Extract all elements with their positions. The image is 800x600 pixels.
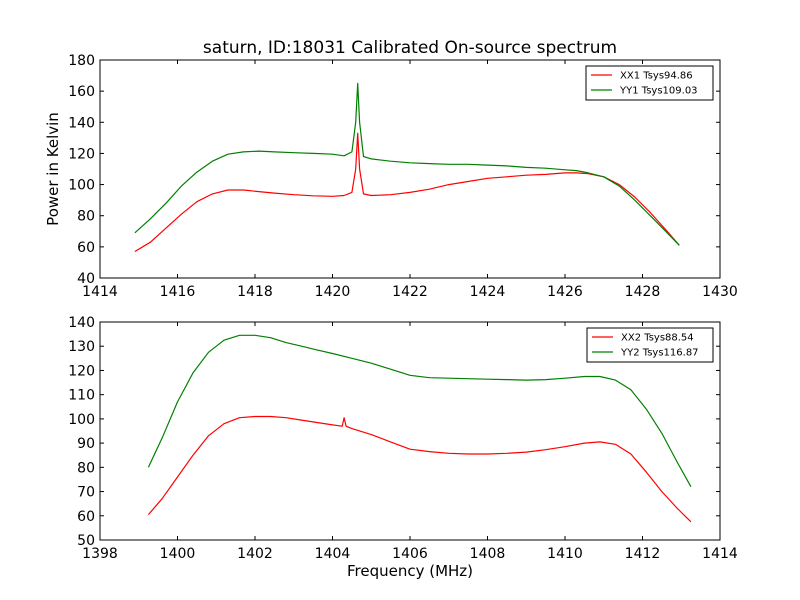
x-tick-label: 1414 [702, 546, 738, 562]
y-tick-label: 100 [68, 412, 95, 428]
y-tick-label: 140 [68, 115, 95, 131]
y-tick-label: 110 [68, 388, 95, 404]
y-tick-label: 140 [68, 315, 95, 331]
y-tick-label: 130 [68, 339, 95, 355]
y-tick-label: 120 [68, 363, 95, 379]
y-tick-label: 120 [68, 146, 95, 162]
chart-title: saturn, ID:18031 Calibrated On-source sp… [203, 38, 617, 58]
legend-label: XX1 Tsys94.86 [620, 71, 693, 82]
x-tick-label: 1398 [82, 546, 118, 562]
x-tick-label: 1414 [82, 284, 118, 300]
x-tick-label: 1400 [160, 546, 196, 562]
series-line-xx2 [147, 415, 692, 523]
y-tick-label: 60 [77, 240, 95, 256]
y-tick-label: 70 [77, 485, 95, 501]
legend-box [585, 65, 714, 101]
x-tick-label: 1420 [315, 284, 351, 300]
y-tick-label: 160 [68, 84, 95, 100]
x-tick-label: 1422 [392, 284, 428, 300]
legend: XX1 Tsys94.86 YY1 Tsys109.03 [585, 65, 714, 101]
legend-label: YY1 Tsys109.03 [619, 86, 698, 97]
x-tick-label: 1404 [315, 546, 351, 562]
x-tick-label: 1412 [625, 546, 661, 562]
x-tick-label: 1408 [470, 546, 506, 562]
x-tick-label: 1430 [702, 284, 738, 300]
y-axis-label: Power in Kelvin [44, 112, 62, 226]
legend-label: XX2 Tsys88.54 [621, 333, 694, 344]
x-tick-label: 1402 [237, 546, 273, 562]
y-tick-label: 90 [77, 436, 95, 452]
series-line-yy1 [134, 82, 680, 246]
series-line-yy2 [147, 334, 692, 487]
x-tick-label: 1426 [547, 284, 583, 300]
legend-box [586, 327, 714, 363]
x-tick-label: 1416 [160, 284, 196, 300]
x-tick-label: 1410 [547, 546, 583, 562]
legend-label: YY2 Tsys116.87 [620, 348, 699, 359]
series-line-xx1 [134, 132, 680, 253]
x-axis-label: Frequency (MHz) [347, 562, 473, 580]
bottom-panel: 1398 1400 1402 1404 1406 1408 1410 1412 1414 50 60… [68, 315, 738, 580]
y-tick-label: 50 [77, 533, 95, 549]
top-panel: 1414 1416 1418 1420 1422 1424 1426 1428 1430 40 60… [44, 53, 738, 300]
y-tick-label: 60 [77, 509, 95, 525]
x-tick-label: 1406 [392, 546, 428, 562]
y-tick-label: 100 [68, 178, 95, 194]
legend: XX2 Tsys88.54 YY2 Tsys116.87 [586, 327, 714, 363]
y-tick-label: 80 [77, 460, 95, 476]
x-tick-label: 1418 [237, 284, 273, 300]
x-tick-label: 1424 [470, 284, 506, 300]
y-tick-label: 40 [77, 271, 95, 287]
y-tick-label: 80 [77, 209, 95, 225]
x-tick-label: 1428 [625, 284, 661, 300]
y-tick-label: 180 [68, 53, 95, 69]
